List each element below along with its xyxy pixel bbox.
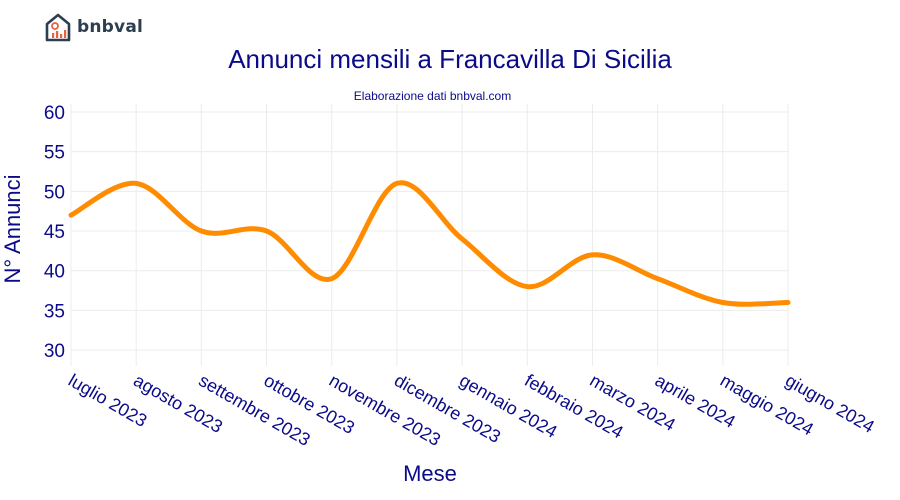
- y-tick-label: 45: [44, 222, 65, 243]
- house-chart-icon: [45, 13, 71, 42]
- x-tick-label: settembre 2023: [195, 370, 313, 450]
- chart-title: Annunci mensili a Francavilla Di Sicilia: [228, 44, 672, 74]
- y-tick-label: 35: [44, 301, 65, 322]
- y-axis-label: N° Annunci: [0, 174, 25, 284]
- y-tick-label: 30: [44, 341, 65, 362]
- y-tick-label: 40: [44, 262, 65, 283]
- y-tick-label: 50: [44, 182, 65, 203]
- brand-logo: bnbval: [44, 12, 143, 42]
- brand-name: bnbval: [77, 17, 144, 37]
- series-line: [68, 180, 791, 307]
- y-tick-label: 55: [44, 143, 65, 164]
- chart-subtitle: Elaborazione dati bnbval.com: [353, 89, 512, 103]
- x-tick-label: novembre 2023: [326, 370, 444, 450]
- y-tick-label: 60: [44, 103, 65, 124]
- x-axis-label: Mese: [403, 461, 457, 486]
